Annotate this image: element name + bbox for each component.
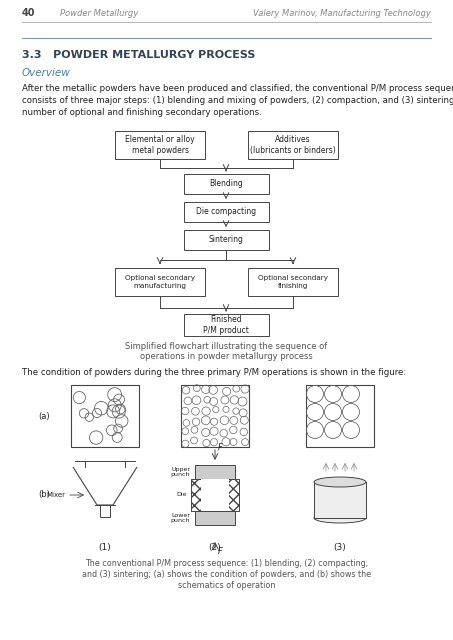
Bar (100, 505, 110, 517)
Bar (314, 482, 366, 518)
Text: The conventional P/M process sequence: (1) blending, (2) compacting,: The conventional P/M process sequence: (… (85, 559, 368, 568)
Text: After the metallic powders have been produced and classified, the conventional P: After the metallic powders have been pro… (22, 84, 453, 93)
Text: Optional secondary
manufacturing: Optional secondary manufacturing (125, 275, 195, 289)
Text: Elemental or alloy
metal powders: Elemental or alloy metal powders (125, 135, 195, 155)
Text: and (3) sintering; (a) shows the condition of powders, and (b) shows the: and (3) sintering; (a) shows the conditi… (82, 570, 371, 579)
Text: schematics of operation: schematics of operation (178, 581, 275, 590)
Bar (195, 465, 235, 479)
Bar (71, 385, 139, 447)
Bar (248, 268, 338, 296)
Bar (183, 230, 269, 250)
Text: F: F (218, 442, 223, 451)
Text: (3): (3) (333, 543, 347, 552)
Ellipse shape (314, 477, 366, 487)
Text: (b): (b) (38, 490, 50, 499)
Bar (115, 131, 205, 159)
Bar (195, 511, 235, 525)
Bar (183, 314, 269, 336)
Text: 40: 40 (22, 8, 35, 18)
Text: Die: Die (177, 493, 187, 497)
Bar (181, 385, 249, 447)
Text: Lower
punch: Lower punch (170, 513, 190, 524)
Text: Optional secondary
finishing: Optional secondary finishing (258, 275, 328, 289)
Bar (306, 385, 374, 447)
Text: Valery Marinov, Manufacturing Technology: Valery Marinov, Manufacturing Technology (253, 9, 431, 18)
Text: The condition of powders during the three primary P/M operations is shown in the: The condition of powders during the thre… (22, 368, 406, 377)
Text: Mixer: Mixer (46, 492, 65, 498)
Text: F: F (218, 547, 223, 556)
Text: Powder Metallurgy: Powder Metallurgy (60, 9, 138, 18)
Text: Upper
punch: Upper punch (170, 467, 190, 477)
Text: Additives
(lubricants or binders): Additives (lubricants or binders) (250, 135, 336, 155)
Text: 3.3   POWDER METALLURGY PROCESS: 3.3 POWDER METALLURGY PROCESS (22, 50, 255, 60)
Text: Overview: Overview (22, 68, 71, 78)
Text: Finished
P/M product: Finished P/M product (203, 315, 249, 335)
Bar (115, 268, 205, 296)
Text: Sintering: Sintering (208, 236, 243, 244)
Bar (248, 131, 338, 159)
Text: (2): (2) (209, 543, 222, 552)
Bar (183, 202, 269, 222)
Text: Simplified flowchart illustrating the sequence of: Simplified flowchart illustrating the se… (125, 342, 327, 351)
Bar (183, 174, 269, 194)
Text: (1): (1) (99, 543, 111, 552)
Text: number of optional and finishing secondary operations.: number of optional and finishing seconda… (22, 108, 262, 117)
Text: (a): (a) (38, 412, 50, 420)
Text: Blending: Blending (209, 179, 243, 189)
Text: operations in powder metallurgy process: operations in powder metallurgy process (140, 352, 313, 361)
Text: consists of three major steps: (1) blending and mixing of powders, (2) compactio: consists of three major steps: (1) blend… (22, 96, 453, 105)
Bar (201, 479, 229, 511)
Text: Die compacting: Die compacting (196, 207, 256, 216)
Bar (191, 479, 239, 511)
Ellipse shape (314, 513, 366, 523)
